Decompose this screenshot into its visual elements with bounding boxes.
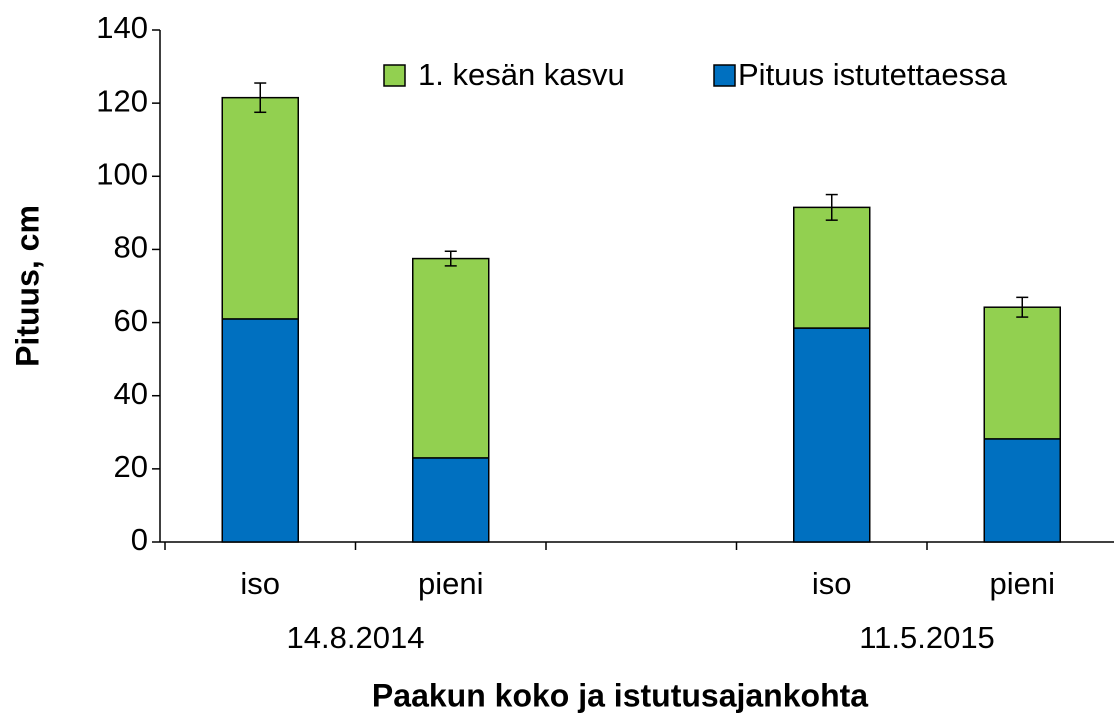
legend-label: 1. kesän kasvu (418, 57, 625, 92)
bar-segment (793, 206, 871, 329)
y-tick-label: 120 (96, 83, 148, 118)
bar-segment (983, 438, 1061, 543)
bar-segment (221, 318, 299, 543)
group-label: 14.8.2014 (287, 620, 425, 655)
error-bar (825, 193, 838, 221)
legend-swatch (383, 64, 406, 87)
x-axis-title: Paakun koko ja istutusajankohta (372, 677, 868, 713)
x-tick-label: pieni (418, 566, 484, 601)
y-tick-label: 80 (114, 230, 148, 265)
error-bar (444, 250, 457, 267)
bar-segment (412, 457, 490, 543)
y-tick-label: 140 (96, 10, 148, 45)
x-tick-label: iso (240, 566, 280, 601)
y-tick-label: 100 (96, 156, 148, 191)
group-label: 11.5.2015 (859, 620, 995, 655)
bar-segment (793, 327, 871, 543)
error-bar (1016, 296, 1029, 318)
y-tick-label: 0 (131, 522, 148, 557)
legend-label: Pituus istutettaessa (738, 57, 1008, 92)
y-axis-title: Pituus, cm (9, 205, 45, 367)
error-bar (254, 82, 267, 114)
bar-segment (412, 257, 490, 459)
legend-swatch (713, 64, 736, 87)
y-tick-label: 20 (114, 449, 148, 484)
y-tick-label: 40 (114, 376, 148, 411)
bar-segment (221, 96, 299, 320)
x-tick-label: iso (812, 566, 852, 601)
bar-segment (983, 306, 1061, 440)
x-tick-label: pieni (990, 566, 1056, 601)
y-tick-label: 60 (114, 303, 148, 338)
